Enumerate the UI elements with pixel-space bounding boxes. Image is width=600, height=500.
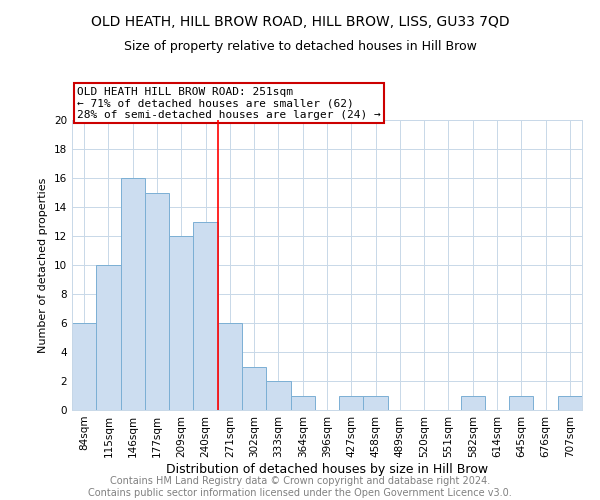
Bar — [145, 192, 169, 410]
Bar — [121, 178, 145, 410]
Y-axis label: Number of detached properties: Number of detached properties — [38, 178, 49, 352]
Text: OLD HEATH HILL BROW ROAD: 251sqm
← 71% of detached houses are smaller (62)
28% o: OLD HEATH HILL BROW ROAD: 251sqm ← 71% o… — [77, 87, 381, 120]
X-axis label: Distribution of detached houses by size in Hill Brow: Distribution of detached houses by size … — [166, 462, 488, 475]
Text: Size of property relative to detached houses in Hill Brow: Size of property relative to detached ho… — [124, 40, 476, 53]
Bar — [509, 396, 533, 410]
Bar — [96, 265, 121, 410]
Bar — [558, 396, 582, 410]
Text: Contains HM Land Registry data © Crown copyright and database right 2024.
Contai: Contains HM Land Registry data © Crown c… — [88, 476, 512, 498]
Bar — [266, 381, 290, 410]
Bar — [364, 396, 388, 410]
Bar — [193, 222, 218, 410]
Bar — [242, 366, 266, 410]
Bar — [461, 396, 485, 410]
Bar — [290, 396, 315, 410]
Bar — [339, 396, 364, 410]
Bar — [169, 236, 193, 410]
Text: OLD HEATH, HILL BROW ROAD, HILL BROW, LISS, GU33 7QD: OLD HEATH, HILL BROW ROAD, HILL BROW, LI… — [91, 15, 509, 29]
Bar — [72, 323, 96, 410]
Bar — [218, 323, 242, 410]
